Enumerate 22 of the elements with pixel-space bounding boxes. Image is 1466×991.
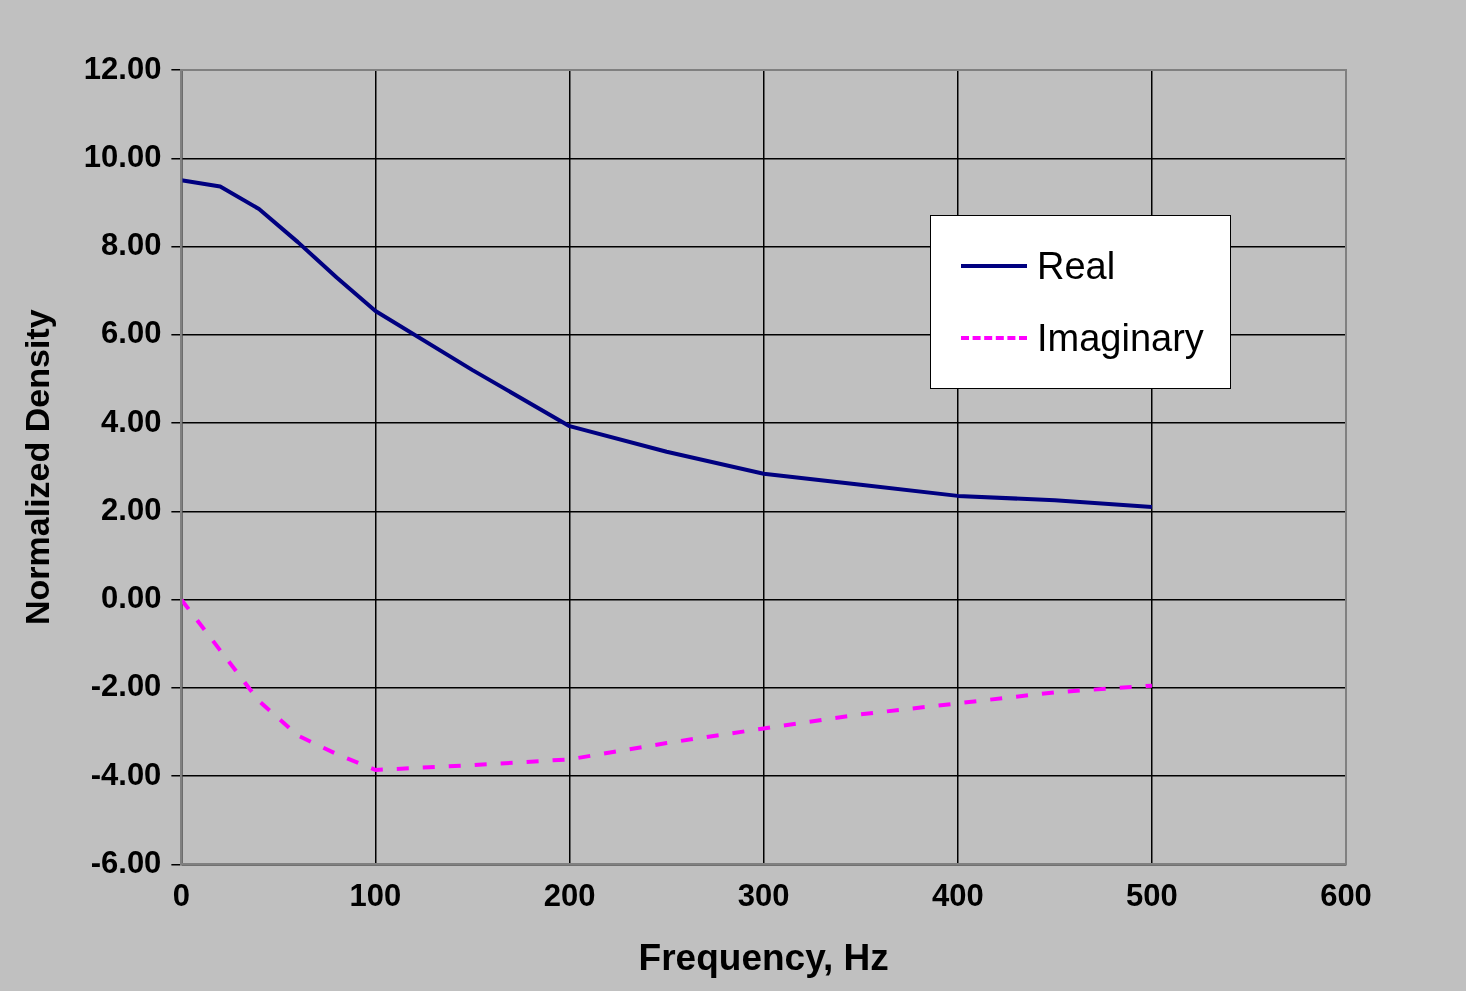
line-series	[181, 597, 1154, 772]
y-tick-label: 4.00	[101, 403, 162, 439]
legend-label: Imaginary	[1037, 316, 1204, 360]
x-tick-label: 400	[931, 877, 984, 913]
x-tick-label: 100	[349, 877, 402, 913]
x-axis-title: Frequency, Hz	[638, 937, 889, 978]
y-tick-label: 12.00	[83, 50, 162, 86]
y-axis-title: Normalized Density	[17, 309, 56, 625]
y-tick-label: 2.00	[101, 491, 162, 527]
y-tick-label: -4.00	[90, 756, 162, 792]
y-tick-label: 6.00	[101, 315, 162, 351]
y-tick-label: -2.00	[90, 668, 162, 704]
y-tick-label: 10.00	[83, 138, 162, 174]
y-tick-label: 8.00	[101, 227, 162, 263]
y-tick-label: -6.00	[90, 844, 162, 880]
x-tick-label: 0	[172, 877, 190, 913]
x-tick-label: 600	[1320, 877, 1372, 913]
x-tick-label: 500	[1126, 877, 1178, 913]
x-tick-label: 300	[737, 877, 790, 913]
legend-label: Real	[1037, 244, 1116, 288]
x-tick-label: 200	[543, 877, 596, 913]
y-tick-label: 0.00	[101, 580, 162, 616]
